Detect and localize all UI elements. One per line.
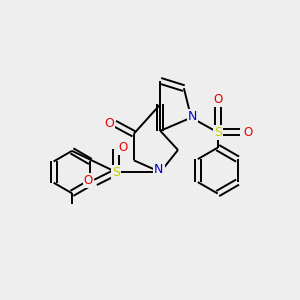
Text: O: O <box>104 117 114 130</box>
Text: O: O <box>243 126 253 139</box>
Text: O: O <box>213 93 222 106</box>
Text: O: O <box>118 141 127 154</box>
Text: N: N <box>154 163 164 176</box>
Text: S: S <box>214 126 222 139</box>
Text: N: N <box>188 110 197 123</box>
Text: S: S <box>112 166 120 178</box>
Text: O: O <box>83 174 93 188</box>
